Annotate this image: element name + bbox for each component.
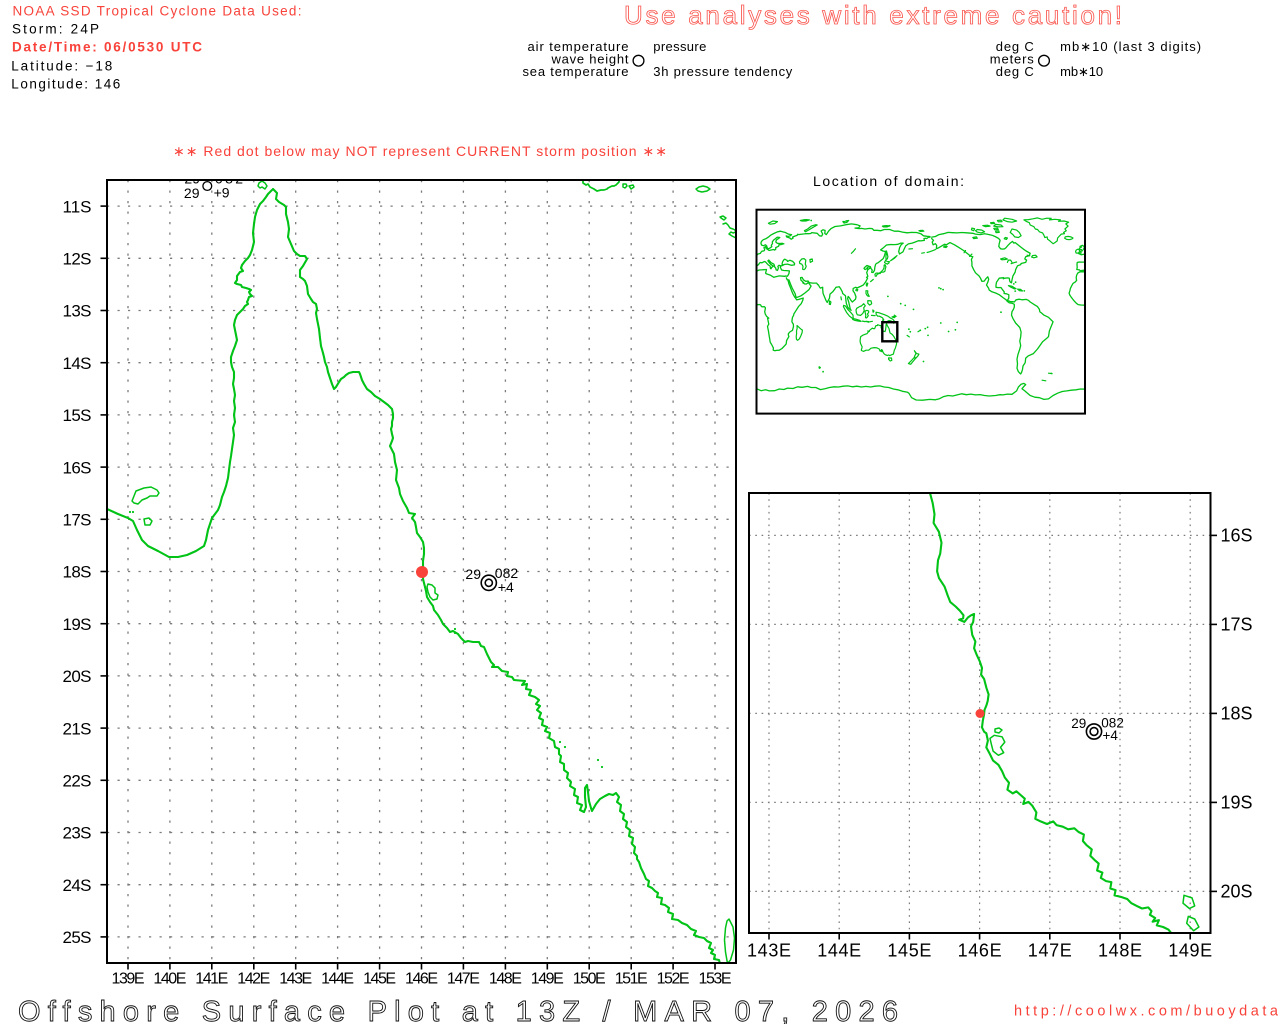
svg-text:148E: 148E: [489, 971, 522, 988]
svg-text:25S: 25S: [63, 928, 92, 947]
svg-text:149E: 149E: [531, 971, 564, 988]
svg-text:mb∗10 (last 3 digits): mb∗10 (last 3 digits): [1060, 39, 1201, 54]
svg-text:wave height: wave height: [551, 52, 629, 67]
svg-text:20S: 20S: [1221, 882, 1253, 902]
svg-text:144E: 144E: [817, 941, 861, 961]
svg-text:146E: 146E: [405, 971, 438, 988]
svg-text:144E: 144E: [321, 971, 354, 988]
svg-text:15S: 15S: [63, 406, 92, 425]
svg-text:139E: 139E: [112, 971, 145, 988]
svg-text:140E: 140E: [153, 971, 186, 988]
svg-text:19S: 19S: [63, 615, 92, 634]
svg-text:+4: +4: [1103, 728, 1119, 743]
svg-text:3h pressure tendency: 3h pressure tendency: [653, 64, 793, 79]
svg-text:16S: 16S: [1221, 526, 1253, 546]
svg-text:142E: 142E: [237, 971, 270, 988]
svg-text:air temperature: air temperature: [528, 39, 629, 54]
svg-text:141E: 141E: [195, 971, 228, 988]
svg-text:149E: 149E: [1168, 941, 1212, 961]
svg-text:Longitude: 146: Longitude: 146: [11, 77, 120, 92]
svg-text:143E: 143E: [279, 971, 312, 988]
svg-text:deg C: deg C: [996, 39, 1034, 54]
svg-text:meters: meters: [990, 52, 1035, 67]
svg-text:14S: 14S: [63, 354, 92, 373]
svg-text:143E: 143E: [747, 941, 791, 961]
svg-text:Use analyses with extreme caut: Use analyses with extreme caution!: [624, 0, 1122, 30]
svg-text:29: 29: [1071, 716, 1086, 731]
svg-text:082: 082: [215, 170, 243, 186]
svg-text:082: 082: [495, 565, 519, 581]
svg-text:18S: 18S: [63, 563, 92, 582]
svg-text:29: 29: [465, 566, 481, 582]
svg-text:152E: 152E: [657, 971, 690, 988]
svg-text:147E: 147E: [447, 971, 480, 988]
svg-text:http://coolwx.com/buoydata: http://coolwx.com/buoydata: [1014, 1004, 1279, 1020]
svg-text:17S: 17S: [1221, 615, 1253, 635]
svg-text:147E: 147E: [1028, 941, 1072, 961]
svg-text:146E: 146E: [958, 941, 1002, 961]
svg-text:29: 29: [184, 170, 200, 186]
svg-text:Offshore Surface Plot at 13Z /: Offshore Surface Plot at 13Z / MAR 07, 2…: [18, 996, 898, 1024]
svg-text:21S: 21S: [63, 719, 92, 738]
svg-text:153E: 153E: [699, 971, 732, 988]
svg-text:∗∗ Red dot below may NOT repre: ∗∗ Red dot below may NOT represent CURRE…: [173, 143, 667, 159]
svg-text:17S: 17S: [63, 511, 92, 530]
svg-text:sea temperature: sea temperature: [523, 64, 629, 79]
svg-text:mb∗10: mb∗10: [1060, 64, 1103, 79]
svg-text:Date/Time: 06/0530 UTC: Date/Time: 06/0530 UTC: [12, 40, 202, 55]
svg-text:12S: 12S: [63, 250, 92, 269]
svg-text:24S: 24S: [63, 876, 92, 895]
svg-text:NOAA SSD Tropical Cyclone Data: NOAA SSD Tropical Cyclone Data Used:: [13, 4, 302, 19]
svg-text:151E: 151E: [615, 971, 648, 988]
svg-text:Storm: 24P: Storm: 24P: [12, 22, 99, 37]
svg-text:pressure: pressure: [653, 39, 706, 54]
svg-text:148E: 148E: [1098, 941, 1142, 961]
svg-text:20S: 20S: [63, 667, 92, 686]
svg-text:23S: 23S: [63, 824, 92, 843]
svg-text:19S: 19S: [1221, 793, 1253, 813]
svg-text:Location of domain:: Location of domain:: [813, 173, 964, 189]
svg-text:22S: 22S: [63, 772, 92, 791]
svg-text:13S: 13S: [63, 302, 92, 321]
svg-text:deg C: deg C: [996, 64, 1034, 79]
svg-text:+4: +4: [498, 579, 514, 595]
svg-text:145E: 145E: [887, 941, 931, 961]
svg-text:+9: +9: [214, 185, 230, 201]
svg-text:082: 082: [1101, 716, 1124, 731]
svg-text:29: 29: [184, 185, 200, 201]
svg-text:150E: 150E: [573, 971, 606, 988]
svg-text:145E: 145E: [363, 971, 396, 988]
svg-text:Latitude: −18: Latitude: −18: [11, 59, 112, 74]
svg-text:11S: 11S: [63, 197, 92, 216]
svg-text:16S: 16S: [63, 458, 92, 477]
svg-text:18S: 18S: [1221, 704, 1253, 724]
